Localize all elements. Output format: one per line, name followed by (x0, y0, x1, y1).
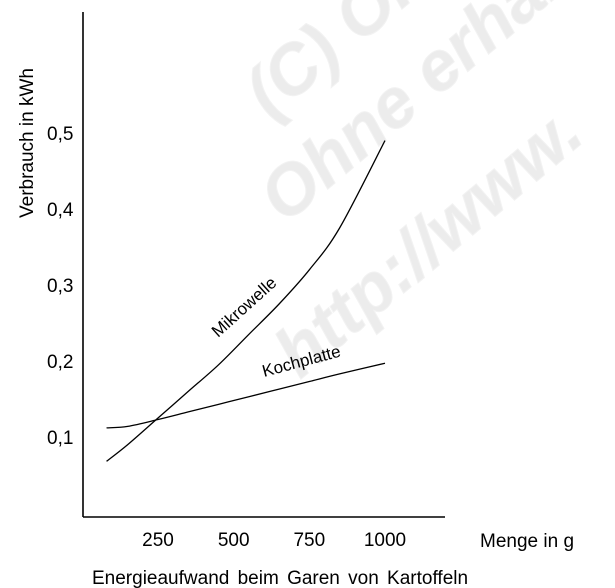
series-line-mikrowelle (106, 140, 386, 462)
x-axis-title: Menge in g (480, 531, 574, 552)
y-tick-label: 0,4 (47, 200, 74, 221)
x-tick-label: 750 (293, 530, 325, 551)
x-tick-label: 1000 (364, 530, 406, 551)
x-tick-label: 250 (142, 530, 174, 551)
watermark: (C) Original Ohne erhalt http://www. (229, 0, 597, 392)
series-line-kochplatte (106, 362, 386, 429)
y-axis-title: Verbrauch in kWh (17, 68, 38, 218)
series-lines (106, 140, 386, 462)
y-tick-label: 0,5 (47, 124, 73, 145)
chart-caption: Energieaufwand beim Garen von Kartoffeln (92, 568, 468, 588)
y-tick-label: 0,2 (47, 352, 73, 373)
y-tick-label: 0,1 (47, 428, 73, 449)
x-tick-labels: 250 500 750 1000 (142, 530, 406, 551)
y-tick-labels: 0,1 0,2 0,3 0,4 0,5 (47, 124, 74, 449)
y-tick-label: 0,3 (47, 276, 73, 297)
x-tick-label: 500 (218, 530, 250, 551)
